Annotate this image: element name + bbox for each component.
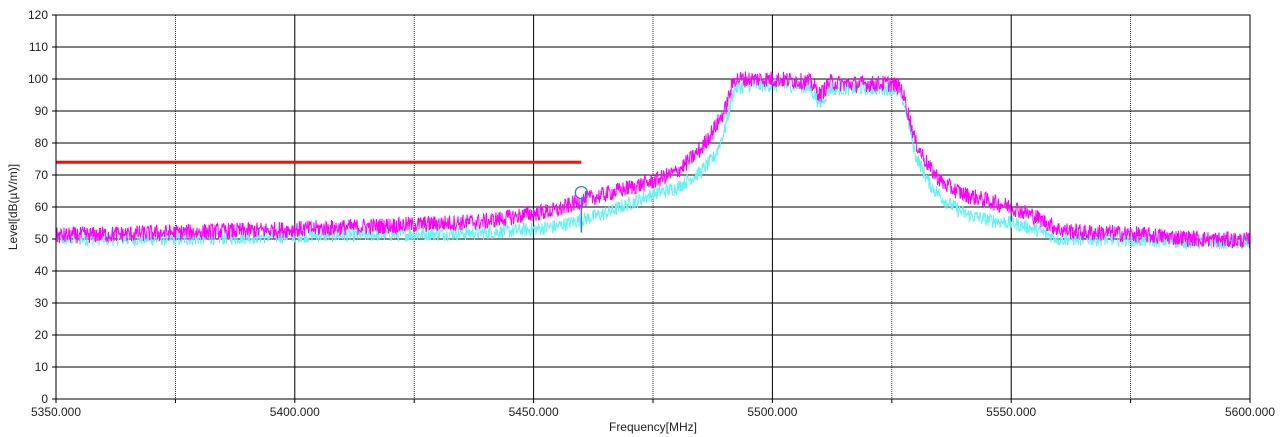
y-tick-label: 30 (35, 296, 49, 310)
y-tick-label: 90 (35, 104, 49, 118)
marker-circle (574, 185, 589, 200)
y-tick-label: 50 (35, 232, 49, 246)
y-axis-label: Level[dB(µV/m)] (6, 164, 20, 250)
x-tick-label: 5350.000 (31, 405, 81, 419)
y-tick-label: 80 (35, 136, 49, 150)
y-tick-label: 40 (35, 264, 49, 278)
y-tick-label: 70 (35, 168, 49, 182)
y-tick-label: 0 (41, 392, 48, 406)
x-tick-label: 5600.000 (1225, 405, 1275, 419)
x-tick-label: 5500.000 (747, 405, 797, 419)
series-layer (55, 71, 1251, 251)
y-tick-label: 100 (28, 72, 48, 86)
plot-frame (55, 14, 1251, 400)
y-tick-label: 20 (35, 328, 49, 342)
x-tick-label: 5450.000 (509, 405, 559, 419)
x-tick-label: 5400.000 (270, 405, 320, 419)
peak-trace (55, 71, 1251, 249)
x-axis-label: Frequency[MHz] (609, 420, 697, 434)
y-tick-label: 120 (28, 8, 48, 22)
x-tick-label: 5550.000 (986, 405, 1036, 419)
y-tick-label: 10 (35, 360, 49, 374)
x-tick-labels: 5350.000 5400.000 5450.000 5500.000 5550.000… (31, 405, 1275, 419)
y-tick-labels: 0 10 20 30 40 50 60 70 80 90 100 110 120 (28, 8, 48, 406)
y-tick-label: 60 (35, 200, 49, 214)
y-tick-label: 110 (29, 40, 48, 54)
